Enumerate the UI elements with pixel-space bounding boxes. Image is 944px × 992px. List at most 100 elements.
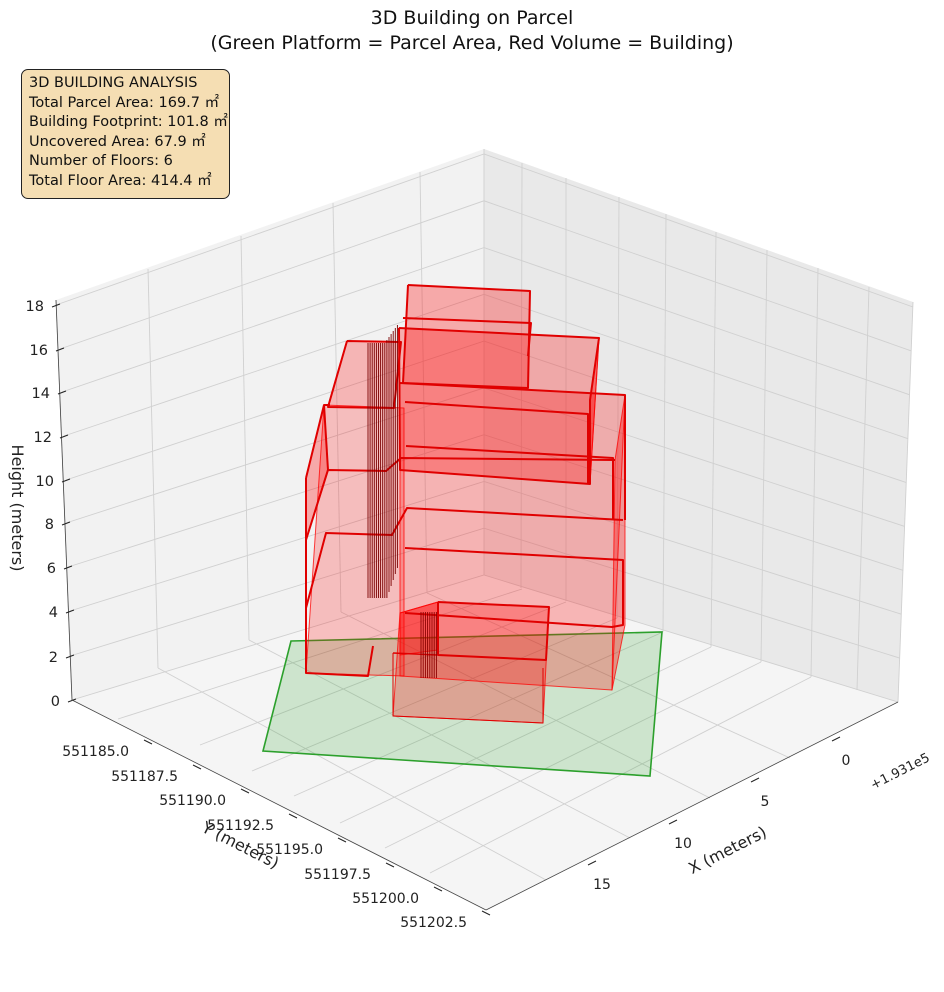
y-tick-label-1: 551187.5 bbox=[111, 769, 178, 785]
z-tick-8 bbox=[55, 347, 65, 352]
y-tick-label-3: 551192.5 bbox=[207, 818, 274, 834]
z-tick-3 bbox=[63, 565, 73, 570]
grid-line-9 bbox=[760, 249, 768, 663]
grid-line-0 bbox=[147, 268, 159, 669]
x-axis-label: X (meters) bbox=[685, 822, 769, 878]
x-tick-label-1: 5 bbox=[761, 794, 770, 810]
z-tick-9 bbox=[51, 303, 61, 308]
z-grid-line-4 bbox=[65, 340, 907, 483]
right-wing-floor-2 bbox=[405, 445, 614, 520]
y-tick-label-2: 551190.0 bbox=[159, 793, 226, 809]
x-axis-offset-label: +1.931e5 bbox=[868, 751, 932, 794]
x-tick-label-2: 10 bbox=[674, 836, 692, 852]
analysis-info-box: 3D BUILDING ANALYSIS Total Parcel Area: … bbox=[21, 69, 230, 199]
y-tick-label-0: 551185.0 bbox=[62, 744, 129, 760]
slab-edge-1 bbox=[305, 457, 616, 541]
x-tick-label-3: 15 bbox=[593, 877, 611, 893]
grid-line-17 bbox=[340, 611, 711, 799]
y-tick-4 bbox=[337, 837, 347, 843]
grid-line-6 bbox=[616, 196, 620, 619]
right-wing-top bbox=[399, 382, 626, 520]
z-tick-label-1: 2 bbox=[49, 650, 58, 666]
building-volume bbox=[305, 284, 626, 724]
z-tick-6 bbox=[59, 434, 69, 439]
slab-edge-3 bbox=[305, 478, 374, 677]
top-tower-outline bbox=[402, 284, 531, 389]
z-axis-line bbox=[55, 299, 73, 701]
grid-line-4 bbox=[520, 162, 523, 589]
annex-base bbox=[392, 653, 544, 724]
grid-line-10 bbox=[810, 267, 819, 678]
upper-mid-outline bbox=[398, 327, 600, 485]
grid-line-8 bbox=[710, 231, 717, 648]
slab-edge-5 bbox=[404, 547, 624, 628]
grid-line-18 bbox=[426, 592, 791, 759]
y-tick-0 bbox=[143, 739, 153, 745]
x-tick-2 bbox=[668, 819, 678, 825]
grid-line-19 bbox=[117, 588, 523, 720]
grid-line-3 bbox=[419, 171, 428, 594]
grid-line-11 bbox=[856, 286, 870, 691]
parcel-polygon bbox=[261, 631, 663, 777]
back-right-pane bbox=[484, 149, 913, 702]
z-grid-line-2 bbox=[61, 247, 910, 396]
top-tower-front bbox=[402, 284, 531, 389]
info-uncovered-area: Uncovered Area: 67.9 ㎡ bbox=[29, 133, 206, 150]
z-tick-label-0: 0 bbox=[51, 694, 60, 710]
grid-line-21 bbox=[251, 617, 618, 772]
z-grid-line-7 bbox=[69, 480, 902, 615]
info-heading: 3D BUILDING ANALYSIS bbox=[29, 75, 198, 91]
grid-line-25 bbox=[429, 676, 812, 874]
top-tower-floor bbox=[402, 317, 532, 357]
z-tick-1 bbox=[65, 654, 75, 659]
right-wing-floor bbox=[404, 401, 589, 483]
z-tick-label-7: 14 bbox=[32, 386, 50, 402]
z-tick-5 bbox=[61, 478, 71, 483]
x-tick-3 bbox=[587, 860, 597, 866]
z-tick-label-6: 12 bbox=[34, 430, 52, 446]
y-tick-label-6: 551200.0 bbox=[352, 891, 419, 907]
z-tick-label-2: 4 bbox=[49, 605, 58, 621]
grid-line-20 bbox=[199, 601, 567, 746]
z-grid-line-1 bbox=[59, 200, 912, 352]
z-tick-7 bbox=[57, 390, 67, 395]
y-tick-1 bbox=[192, 764, 202, 770]
grid-lines bbox=[55, 149, 914, 881]
info-footprint: Building Footprint: 101.8 ㎡ bbox=[29, 114, 228, 131]
z-tick-4 bbox=[61, 521, 71, 526]
upper-left-outline bbox=[327, 340, 402, 409]
axes-panes bbox=[56, 149, 913, 910]
info-floor-area: Total Floor Area: 414.4 ㎡ bbox=[29, 172, 212, 189]
y-axis-line bbox=[71, 699, 487, 911]
z-grid-line-9 bbox=[71, 574, 899, 703]
chart-subtitle: (Green Platform = Parcel Area, Red Volum… bbox=[210, 32, 734, 54]
y-tick-5 bbox=[385, 862, 395, 868]
z-tick-label-4: 8 bbox=[45, 517, 54, 533]
x-axis-line bbox=[485, 701, 899, 911]
z-grid-line-0 bbox=[55, 153, 914, 308]
back-left-pane bbox=[56, 149, 484, 700]
slab-edge-4 bbox=[323, 404, 329, 471]
x-tick-0 bbox=[831, 736, 841, 742]
grid-line-14 bbox=[897, 301, 914, 703]
floor-pane bbox=[72, 575, 898, 910]
z-tick-label-9: 18 bbox=[26, 299, 44, 315]
chart-title: 3D Building on Parcel bbox=[370, 7, 574, 29]
x-tick-label-0: 0 bbox=[842, 753, 851, 769]
grid-line-15 bbox=[157, 667, 547, 881]
grid-line-1 bbox=[240, 235, 250, 641]
z-grid-line-6 bbox=[67, 434, 904, 571]
y-tick-3 bbox=[288, 813, 298, 819]
y-tick-6 bbox=[433, 886, 443, 892]
grid-line-7 bbox=[662, 213, 667, 633]
z-tick-label-8: 16 bbox=[30, 343, 48, 359]
parcel-platform bbox=[261, 631, 663, 777]
right-wing-side bbox=[611, 394, 626, 691]
z-axis-label: Height (meters) bbox=[8, 445, 27, 572]
grid-line-22 bbox=[293, 631, 664, 797]
z-tick-2 bbox=[65, 609, 75, 614]
y-tick-7 bbox=[481, 910, 491, 916]
y-tick-label-7: 551202.5 bbox=[400, 915, 467, 931]
